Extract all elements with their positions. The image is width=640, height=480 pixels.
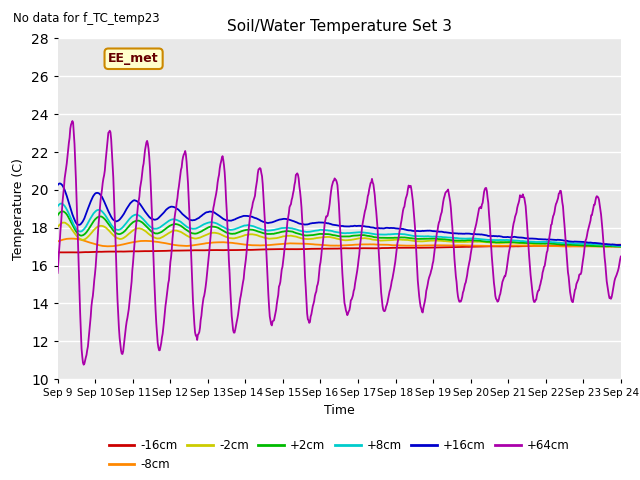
Legend: -16cm, -8cm, -2cm, +2cm, +8cm, +16cm, +64cm: -16cm, -8cm, -2cm, +2cm, +8cm, +16cm, +6… <box>104 434 575 476</box>
Text: No data for f_TC_temp23: No data for f_TC_temp23 <box>13 12 159 25</box>
Y-axis label: Temperature (C): Temperature (C) <box>12 158 25 260</box>
Text: EE_met: EE_met <box>108 52 159 65</box>
X-axis label: Time: Time <box>324 404 355 417</box>
Title: Soil/Water Temperature Set 3: Soil/Water Temperature Set 3 <box>227 20 452 35</box>
